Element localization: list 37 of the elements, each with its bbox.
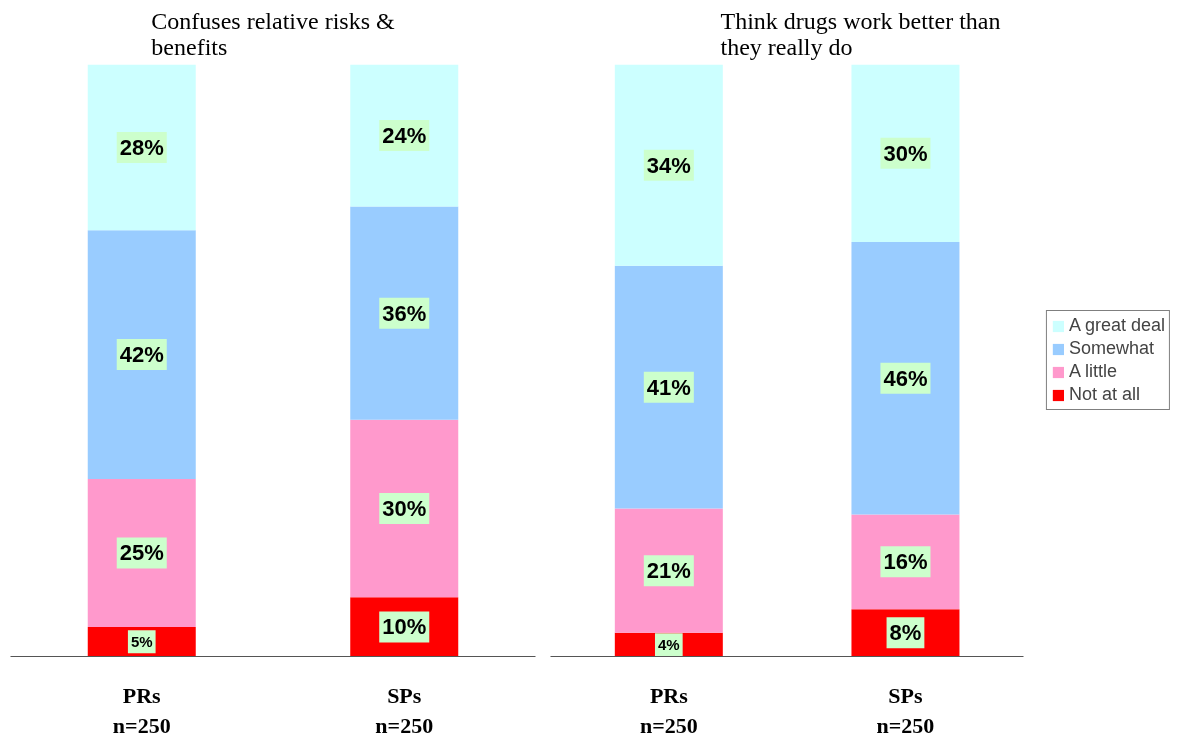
chart-title: Confuses relative risks & benefits — [151, 7, 395, 60]
data-label: 21% — [646, 558, 691, 584]
data-label: 30% — [382, 496, 427, 521]
x-tick-label: PRs n=250 — [112, 682, 171, 738]
data-label: 28% — [119, 134, 164, 160]
bar — [350, 419, 459, 598]
data-label: 25% — [119, 540, 164, 566]
data-label: 4% — [657, 636, 680, 654]
data-label: 30% — [883, 140, 928, 166]
data-label: 10% — [382, 614, 427, 640]
bar — [87, 64, 196, 231]
bar — [87, 478, 196, 627]
data-label: 34% — [646, 152, 691, 178]
data-label: 16% — [883, 549, 928, 575]
legend-label: A little — [1068, 361, 1117, 382]
legend-label: A great deal — [1068, 315, 1165, 336]
legend-label: Somewhat — [1068, 338, 1154, 359]
data-label: 36% — [382, 300, 427, 326]
bar — [87, 230, 196, 479]
bar — [350, 206, 459, 420]
x-tick-label: SPs n=250 — [375, 682, 434, 738]
data-label: 8% — [889, 620, 922, 646]
data-label: 46% — [883, 365, 928, 391]
bar — [851, 242, 960, 515]
bar — [614, 508, 723, 633]
legend-label: Not at all — [1068, 384, 1140, 405]
data-label: 41% — [646, 374, 691, 400]
x-tick-label: SPs n=250 — [876, 682, 935, 738]
data-label: 5% — [130, 633, 153, 651]
bar — [350, 64, 459, 207]
bar — [614, 64, 723, 266]
data-label: 42% — [119, 342, 164, 368]
x-tick-label: PRs n=250 — [639, 682, 698, 738]
bar — [614, 265, 723, 509]
bar — [851, 64, 960, 243]
chart-title: Think drugs work better than they really do — [720, 7, 1001, 60]
data-label: 24% — [382, 123, 427, 149]
